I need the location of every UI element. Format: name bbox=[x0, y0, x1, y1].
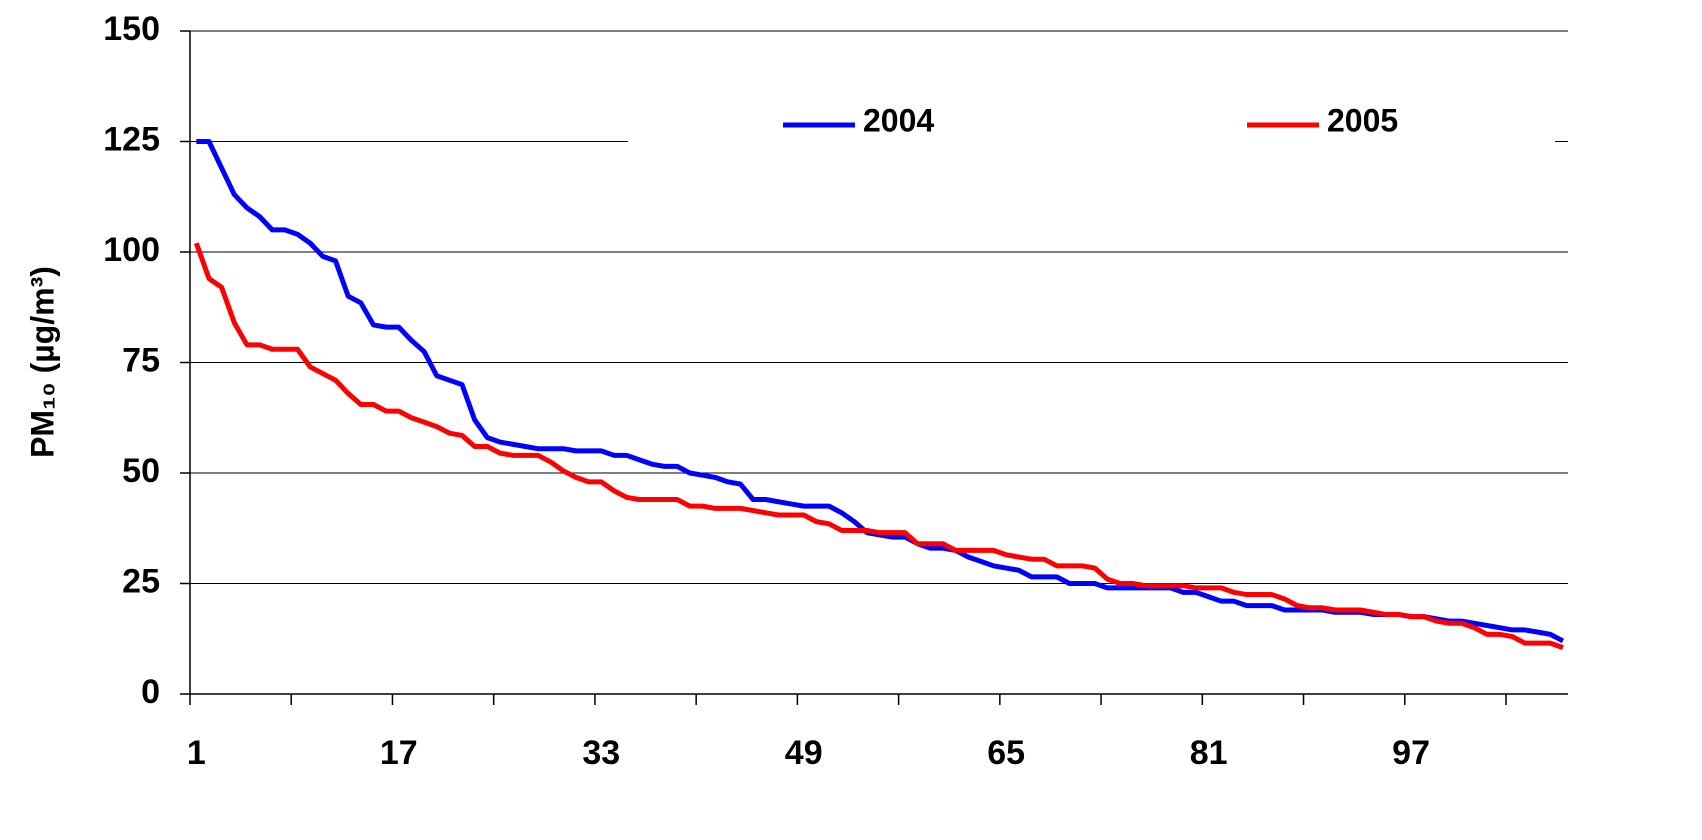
legend-label: 2005 bbox=[1327, 102, 1398, 138]
x-tick-label: 81 bbox=[1190, 734, 1228, 772]
x-tick-label: 1 bbox=[187, 734, 206, 772]
legend-box bbox=[628, 100, 1555, 150]
y-tick-label: 125 bbox=[103, 120, 160, 158]
x-tick-label: 33 bbox=[582, 734, 620, 772]
x-tick-label: 17 bbox=[380, 734, 418, 772]
data-line bbox=[193, 242, 1564, 650]
x-tick-label: 49 bbox=[785, 734, 823, 772]
y-tick-label: 75 bbox=[122, 341, 160, 379]
y-tick-label: 25 bbox=[122, 562, 160, 600]
legend-label: 2004 bbox=[863, 102, 934, 138]
y-axis-title: PM₁₀ (µg/m³) bbox=[24, 266, 60, 458]
y-tick-label: 50 bbox=[122, 452, 160, 490]
x-tick-label: 97 bbox=[1392, 734, 1430, 772]
y-tick-label: 150 bbox=[103, 10, 160, 48]
data-line bbox=[196, 139, 1565, 644]
x-tick-label: 65 bbox=[987, 734, 1025, 772]
y-tick-label: 100 bbox=[103, 231, 160, 269]
y-tick-label: 0 bbox=[141, 673, 160, 711]
